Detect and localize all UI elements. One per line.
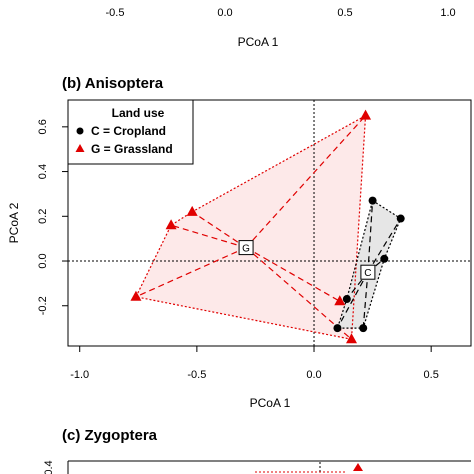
legend-box [67,99,194,165]
x-tick-label: -1.0 [70,369,89,381]
x-axis-ticks: -1.0 -0.5 0.0 0.5 [70,346,439,381]
data-points [130,109,405,344]
panel-c: (c) Zygoptera 0.4 [43,427,471,474]
y-tick-label: 0.0 [37,253,49,268]
y-tick-label: 0.6 [37,119,49,134]
spoke-c [367,218,402,273]
panel-a-x-tick-label: 0.0 [217,7,232,19]
cropland-point [380,254,389,263]
spoke-g [191,211,247,249]
x-tick-label: 0.0 [306,369,321,381]
grassland-point [130,290,142,301]
spoke-c [336,271,369,329]
panel-b-title: (b) Anisoptera [62,75,164,92]
plot-frame [67,99,472,347]
panel-a: -0.5 0.0 0.5 1.0 PCoA 1 [106,7,456,49]
panel-c-grassland-point [353,463,363,471]
spoke-g [170,224,247,249]
hull-outline-g [135,114,367,341]
legend-entry-cropland: C = Cropland [91,124,166,138]
centroid-label-g: G [242,244,250,255]
y-tick-label: 0.2 [37,209,49,224]
cropland-point [333,324,342,333]
centroid-markers: GC [238,240,376,280]
y-tick-label: 0.4 [37,164,49,179]
panel-a-x-tick-label: -0.5 [106,7,125,19]
legend-title: Land use [112,106,165,120]
panel-c-title: (c) Zygoptera [62,427,158,444]
cropland-point [368,196,377,205]
grassland-point [360,109,372,120]
y-axis-ticks: -0.2 0.0 0.2 0.4 0.6 [37,119,68,315]
legend-circle-marker [76,127,84,135]
grassland-point [334,295,346,306]
spoke-g [135,247,247,298]
grassland-point [186,205,198,216]
panel-a-x-tick-label: 1.0 [440,7,455,19]
grassland-point [346,333,358,344]
centroid-box-g [238,240,254,256]
centroid-box-c [360,264,376,280]
panel-a-x-axis-title: PCoA 1 [238,35,279,49]
hull-fill-c [337,200,401,329]
centroid-label-c: C [364,268,371,279]
reference-lines [68,100,471,346]
cropland-point [359,324,368,333]
cropland-point [342,295,351,304]
legend: Land use C = Cropland G = Grassland [67,99,194,165]
spoke-c [367,200,374,273]
x-axis-title: PCoA 1 [250,396,291,410]
panel-c-y-tick-label: 0.4 [43,460,55,474]
y-axis-title: PCoA 2 [7,202,21,243]
legend-triangle-marker [75,144,85,152]
x-tick-label: 0.5 [424,369,439,381]
panel-b: (b) Anisoptera GC -1.0 -0.5 0.0 0.5 -0.20.0… [7,75,472,410]
y-tick-label: -0.2 [37,296,49,315]
panel-a-x-tick-label: 0.5 [337,7,352,19]
legend-entry-grassland: G = Grassland [91,142,173,156]
spoke-g [245,247,341,302]
spoke-g [245,247,352,340]
x-tick-label: -0.5 [187,369,206,381]
grassland-point [165,219,177,230]
panel-a-x-tick-labels: -0.5 0.0 0.5 1.0 [106,7,456,19]
cropland-point [396,214,405,223]
